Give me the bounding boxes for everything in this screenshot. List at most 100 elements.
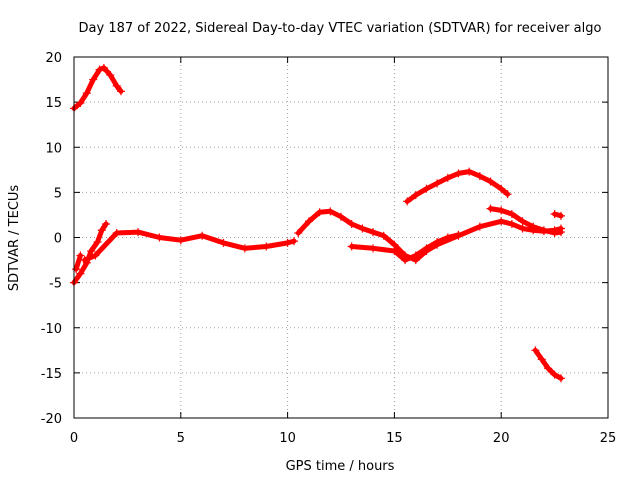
data-point: [557, 228, 566, 237]
series-arc-morning: [80, 228, 299, 265]
series-arc-noon-low: [347, 230, 463, 265]
data-point: [443, 233, 452, 242]
data-point: [87, 247, 96, 256]
axis-layer: 0 5 10 15 20 25 -20 -15 -10 -5 0 5 10 15 20: [41, 51, 617, 446]
x-tick-label: 25: [600, 431, 617, 446]
data-point: [347, 219, 356, 228]
series-arc-early-rise: [70, 219, 111, 287]
series-trace: [73, 253, 83, 272]
series-arc-evening-late: [550, 210, 566, 220]
data-point: [76, 269, 85, 278]
y-tick-label: 10: [45, 141, 62, 156]
data-point: [411, 251, 420, 260]
data-point: [518, 217, 527, 226]
data-point: [112, 228, 121, 237]
data-point: [112, 81, 121, 90]
x-axis-label: GPS time / hours: [286, 459, 395, 474]
data-point: [550, 210, 559, 219]
y-tick-label: -10: [41, 322, 62, 337]
data-point: [486, 204, 495, 213]
data-point: [557, 211, 566, 220]
data-point: [443, 173, 452, 182]
data-point: [454, 169, 463, 178]
data-point: [369, 244, 378, 253]
y-tick-label: 15: [45, 96, 62, 111]
data-point: [76, 251, 85, 260]
series-trace: [82, 229, 297, 263]
data-point: [102, 219, 111, 228]
data-point: [358, 224, 367, 233]
data-point: [550, 228, 559, 237]
data-point: [557, 374, 566, 383]
data-point: [290, 237, 299, 246]
x-tick-label: 20: [493, 431, 510, 446]
data-point: [507, 210, 516, 219]
data-point: [337, 212, 345, 221]
series-arc-evening-upper: [486, 204, 566, 237]
data-point: [411, 191, 420, 200]
y-tick-label: -5: [49, 277, 62, 292]
data-point: [347, 242, 356, 251]
data-point: [82, 89, 91, 98]
data-point: [497, 184, 506, 193]
data-point: [422, 244, 431, 253]
data-point: [93, 238, 102, 247]
data-point: [315, 208, 324, 217]
data-point: [99, 63, 108, 72]
series-arc-afternoon-high: [403, 167, 512, 206]
data-point: [155, 233, 164, 242]
data-point: [198, 231, 207, 240]
data-point: [89, 75, 98, 84]
y-tick-label: 0: [54, 232, 62, 247]
data-point: [497, 206, 506, 215]
x-tick-label: 5: [177, 431, 185, 446]
data-point: [390, 247, 399, 256]
plot-frame: [73, 56, 609, 419]
data-point: [116, 87, 125, 96]
data-point: [486, 177, 495, 186]
data-point: [95, 65, 104, 74]
data-point: [80, 256, 89, 265]
data-point: [465, 167, 474, 176]
data-point: [76, 99, 85, 108]
data-point: [240, 244, 249, 253]
series-layer: [70, 63, 566, 383]
data-point: [283, 238, 292, 247]
y-tick-label: 5: [54, 186, 62, 201]
data-point: [106, 71, 115, 80]
series-arc-late-low: [531, 346, 566, 383]
data-point: [503, 190, 512, 199]
series-isolated-points: [72, 251, 85, 274]
x-tick-label: 10: [279, 431, 296, 446]
data-point: [72, 265, 81, 274]
data-point: [326, 207, 335, 216]
data-point: [537, 355, 546, 364]
y-tick-label: -20: [41, 412, 62, 427]
series-trace: [404, 169, 511, 204]
data-point: [134, 228, 143, 237]
data-point: [403, 197, 412, 206]
data-point: [518, 224, 527, 233]
data-point: [422, 184, 431, 193]
data-point: [454, 230, 463, 239]
data-point: [262, 242, 271, 251]
data-point: [544, 364, 553, 373]
data-point: [539, 226, 548, 235]
series-arc-early-high: [70, 63, 125, 113]
y-tick-label: 20: [45, 51, 62, 66]
data-point: [294, 228, 303, 237]
data-point: [550, 370, 559, 379]
data-point: [475, 172, 484, 181]
series-trace: [71, 65, 124, 111]
data-point: [379, 231, 388, 240]
data-point: [176, 236, 185, 245]
chart-title: Day 187 of 2022, Sidereal Day-to-day VTE…: [79, 21, 602, 36]
y-axis-label: SDTVAR / TECUs: [7, 185, 22, 292]
data-point: [401, 256, 410, 265]
data-point: [529, 222, 538, 231]
data-point: [304, 217, 313, 226]
data-point: [369, 228, 378, 237]
data-point: [433, 179, 442, 188]
